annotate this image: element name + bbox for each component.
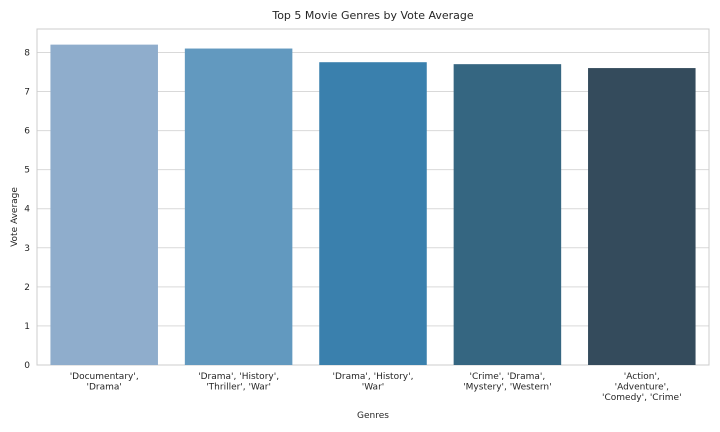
y-axis-label: Vote Average [10, 187, 20, 247]
y-tick-label: 3 [24, 244, 30, 254]
x-axis-ticks: 'Documentary', 'Drama' 'Drama', 'History',… [70, 372, 682, 403]
y-tick-label: 2 [24, 283, 30, 293]
bar [319, 62, 427, 366]
y-tick-label: 0 [24, 361, 30, 371]
x-tick-label: 'Drama', 'History', 'Thriller', 'War' [198, 372, 279, 393]
x-axis-label: Genres [357, 411, 389, 421]
x-tick-label: 'Documentary', 'Drama' [70, 372, 139, 393]
y-tick-label: 8 [24, 48, 30, 58]
y-tick-label: 5 [24, 166, 30, 176]
y-tick-label: 4 [24, 205, 30, 215]
bar [184, 48, 293, 366]
x-tick-label: 'Crime', 'Drama', 'Mystery', 'Western' [463, 372, 551, 393]
y-tick-label: 7 [24, 88, 30, 98]
bars [50, 44, 696, 366]
y-tick-label: 6 [24, 127, 30, 137]
bar [588, 68, 696, 366]
bar [453, 64, 562, 366]
x-tick-label: 'Action', 'Adventure', 'Comedy', 'Crime' [602, 372, 682, 403]
bar [50, 44, 158, 366]
x-tick-label: 'Drama', 'History', 'War' [333, 372, 414, 393]
y-tick-label: 1 [24, 322, 30, 332]
chart-title: Top 5 Movie Genres by Vote Average [271, 9, 474, 22]
y-axis-ticks: 0 1 2 3 4 5 6 7 8 [24, 48, 30, 371]
